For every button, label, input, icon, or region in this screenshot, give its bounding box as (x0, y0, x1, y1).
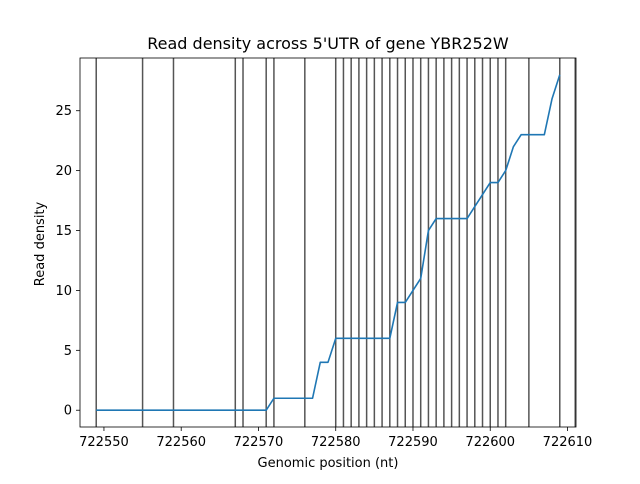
y-tick-label-25: 25 (55, 104, 72, 119)
x-tick-label-722560: 722560 (156, 435, 206, 450)
axes-frame (79, 57, 577, 428)
y-axis-label: Read density (33, 201, 48, 286)
y-tick-label-20: 20 (55, 164, 72, 179)
y-tick-label-0: 0 (64, 404, 72, 419)
y-axis-ticks: 0 5 10 15 20 25 (55, 104, 80, 419)
x-tick-label-722570: 722570 (234, 435, 284, 450)
x-tick-label-722580: 722580 (311, 435, 361, 450)
y-tick-label-5: 5 (64, 344, 72, 359)
chart-title: Read density across 5'UTR of gene YBR252… (147, 34, 509, 53)
series-line-0 (96, 74, 561, 412)
x-axis-label: Genomic position (nt) (258, 456, 399, 471)
x-axis-ticks: 722550 722560 722570 722580 722590 722600 7226… (79, 427, 592, 450)
x-tick-label-722600: 722600 (465, 435, 515, 450)
x-tick-label-722590: 722590 (388, 435, 438, 450)
x-tick-label-722550: 722550 (79, 435, 129, 450)
series-layer (96, 74, 561, 412)
y-tick-label-10: 10 (55, 284, 72, 299)
x-tick-label-722610: 722610 (543, 435, 593, 450)
vertical-lines (95, 58, 576, 427)
y-tick-label-15: 15 (55, 224, 72, 239)
